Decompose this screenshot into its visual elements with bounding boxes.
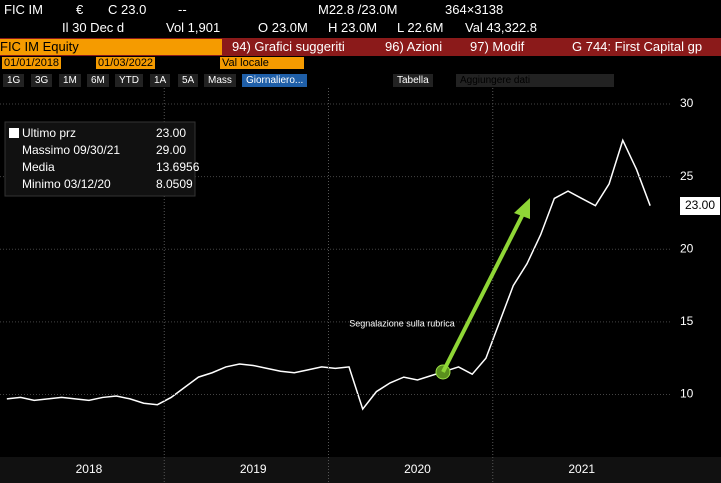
period[interactable]: 1M [59, 74, 81, 87]
security[interactable]: FIC IM Equity [0, 39, 222, 55]
x-tick-label: 2019 [240, 462, 267, 476]
value: Val 43,322.8 [465, 20, 538, 35]
chart: 2021 2020 2019 2018 30 25 20 15 10 Ultimo prz 23… [0, 88, 721, 483]
annotation: Segnalazione sulla rubrica [349, 318, 455, 328]
legend-value: 8.0509 [156, 177, 193, 191]
start-date[interactable]: 01/01/2018 [2, 57, 62, 69]
x-axis-bar [0, 457, 721, 483]
end-date[interactable]: 01/03/2022 [96, 57, 156, 69]
arrow-head [514, 198, 530, 219]
menu-item[interactable]: 96) Azioni [385, 39, 443, 54]
size: 364×3138 [445, 2, 504, 17]
legend-label: Massimo 09/30/21 [22, 143, 120, 157]
volume: Vol 1,901 [166, 20, 221, 35]
x-tick-label: 2021 [568, 462, 595, 476]
legend-label: Media [22, 160, 55, 174]
menu-item[interactable]: G 744: First Capital gp [572, 39, 703, 54]
y-tick-label: 10 [680, 387, 694, 401]
menu-item[interactable]: 94) Grafici suggeriti [232, 39, 345, 54]
x-tick-label: 2020 [404, 462, 431, 476]
currency: € [76, 2, 84, 17]
low: L 22.6M [397, 20, 444, 35]
menu-item[interactable]: 97) Modif [470, 39, 525, 54]
menu-bar: FIC IM Equity 94) Grafici suggeriti 96) … [0, 38, 721, 56]
bid-ask: M22.8 /23.0M [318, 2, 398, 17]
currency-select[interactable]: Val locale [220, 57, 304, 69]
period[interactable]: 1G [3, 74, 25, 87]
legend-swatch [9, 128, 19, 138]
date: Il 30 Dec d [62, 20, 125, 35]
legend-value: 13.6956 [156, 160, 200, 174]
x-tick-label: 2018 [76, 462, 103, 476]
annotation-arrow [441, 211, 526, 373]
y-tick-label: 20 [680, 241, 694, 255]
legend-label: Ultimo prz [22, 126, 76, 140]
price-tag-label: 23.00 [685, 198, 715, 212]
y-tick-label: 25 [680, 169, 694, 183]
add-data[interactable]: Aggiungere dati [456, 74, 614, 87]
open: O 23.0M [258, 20, 308, 35]
high: H 23.0M [328, 20, 378, 35]
price-tag [680, 197, 720, 215]
legend-value: 23.00 [156, 126, 186, 140]
last: C 23.0 [108, 2, 147, 17]
ticker: FIC IM [4, 2, 43, 17]
legend-box [4, 121, 196, 197]
y-tick-label: 15 [680, 314, 694, 328]
period[interactable]: Mass [204, 74, 236, 87]
period[interactable]: 3G [31, 74, 53, 87]
frequency[interactable]: Giornaliero... [242, 74, 308, 87]
legend-value: 29.00 [156, 143, 186, 157]
period[interactable]: 6M [87, 74, 109, 87]
legend-label: Minimo 03/12/20 [22, 177, 111, 191]
change: -- [178, 2, 187, 17]
period[interactable]: 1A [150, 74, 171, 87]
y-tick-label: 30 [680, 96, 694, 110]
period[interactable]: YTD [115, 74, 143, 87]
period[interactable]: 5A [178, 74, 199, 87]
table-button[interactable]: Tabella [393, 74, 433, 87]
